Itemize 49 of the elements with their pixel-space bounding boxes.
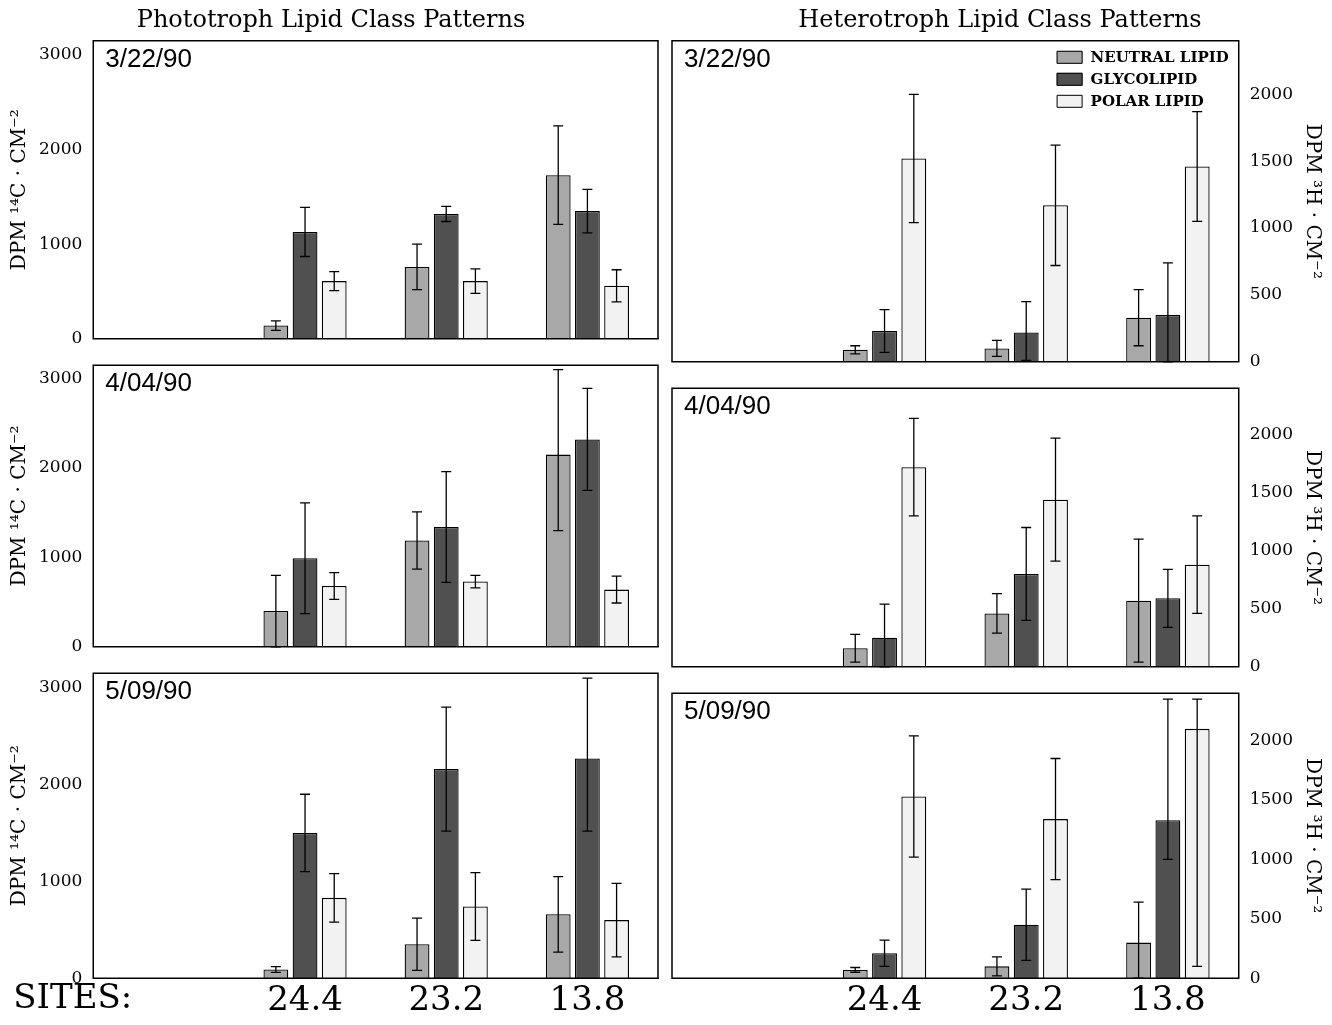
y2-tick-label: 1000 <box>1249 539 1293 560</box>
y-tick-label: 0 <box>71 327 83 348</box>
annotation: 5/09/90 <box>684 695 771 726</box>
y2-tick-label: 1500 <box>1249 149 1293 170</box>
y2-tick-label: 0 <box>1249 966 1261 987</box>
y2-axis-title: DPM ³H · CM⁻² <box>1301 758 1326 914</box>
y2-axis-title: DPM ³H · CM⁻² <box>1301 449 1326 606</box>
y-tick-label: 3000 <box>39 676 83 697</box>
y-tick-label: 1000 <box>39 232 83 253</box>
y-tick-label: 2000 <box>39 772 83 793</box>
y2-tick-label: 500 <box>1249 597 1283 618</box>
y-tick-label: 2000 <box>39 138 83 159</box>
y-tick-label: 3000 <box>39 367 83 388</box>
y2-tick-label: 500 <box>1249 283 1283 304</box>
y2-tick-label: 1000 <box>1249 847 1293 868</box>
y2-tick-label: 0 <box>1249 655 1261 676</box>
x-tick-label: 24.4 <box>846 978 923 1019</box>
x-tick-label: 23.2 <box>408 978 485 1019</box>
y-axis-title: DPM ¹⁴C · CM⁻² <box>6 425 31 587</box>
y2-tick-label: 1000 <box>1249 216 1293 237</box>
x-tick-label: 23.2 <box>988 978 1065 1019</box>
y-tick-label: 2000 <box>39 456 83 477</box>
y-tick-label: 3000 <box>39 43 83 64</box>
x-tick-label: 24.4 <box>267 978 343 1019</box>
annotation: 4/04/90 <box>105 367 193 398</box>
y-tick-label: 0 <box>71 635 83 656</box>
annotation: 5/09/90 <box>105 675 193 706</box>
annotation: 3/22/90 <box>105 42 193 73</box>
legend-label: NEUTRAL LIPID <box>1090 47 1229 66</box>
chart-title: Phototroph Lipid Class Patterns <box>136 4 526 33</box>
y2-tick-label: 500 <box>1249 907 1283 928</box>
y2-tick-label: 2000 <box>1249 729 1293 750</box>
y2-axis-title: DPM ³H · CM⁻² <box>1301 123 1326 279</box>
y-axis-title: DPM ¹⁴C · CM⁻² <box>6 109 31 271</box>
y-tick-label: 1000 <box>39 545 83 566</box>
chart-title: Heterotroph Lipid Class Patterns <box>798 4 1202 33</box>
y2-tick-label: 0 <box>1249 350 1261 371</box>
y-axis-title: DPM ¹⁴C · CM⁻² <box>6 745 31 907</box>
y2-tick-label: 1500 <box>1249 481 1293 502</box>
y2-tick-label: 1500 <box>1249 788 1293 809</box>
y2-tick-label: 2000 <box>1249 423 1293 444</box>
x-tick-label: 13.8 <box>1130 978 1206 1019</box>
legend-label: GLYCOLIPID <box>1090 69 1198 88</box>
legend-label: POLAR LIPID <box>1090 91 1204 110</box>
annotation: 4/04/90 <box>684 390 771 421</box>
annotation: 3/22/90 <box>684 42 771 73</box>
y-tick-label: 1000 <box>39 869 83 890</box>
x-tick-label: 13.8 <box>549 978 626 1019</box>
y2-tick-label: 2000 <box>1249 82 1293 103</box>
